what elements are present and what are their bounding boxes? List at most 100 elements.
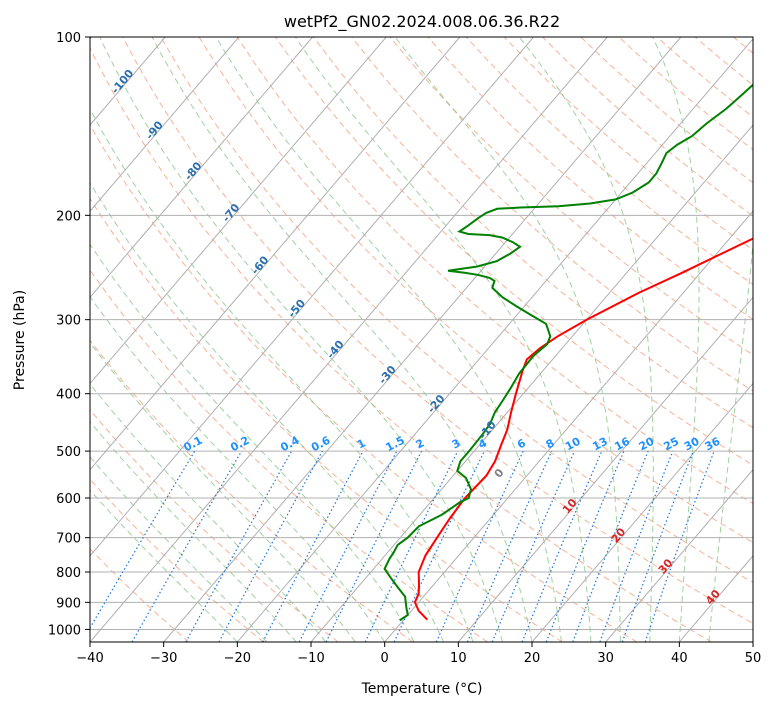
- mixing-ratio-line: [545, 450, 625, 642]
- mixing-ratio-line: [644, 450, 715, 642]
- dry-adiabat-label: -30: [376, 363, 399, 387]
- x-tick-label: 20: [524, 651, 541, 666]
- mixing-ratio-label: 25: [661, 435, 681, 454]
- dry-adiabat-line: [732, 37, 753, 54]
- mixing-ratio-line: [599, 450, 674, 642]
- isotherm-line: [236, 38, 753, 642]
- mixing-ratio-line: [572, 450, 649, 642]
- isotherm-line: [90, 37, 240, 212]
- y-tick-label: 800: [56, 566, 81, 581]
- isotherm-line: [531, 382, 753, 642]
- x-tick-label: −40: [76, 651, 103, 666]
- y-axis-title: Pressure (hPa): [12, 290, 28, 390]
- moist-adiabat-label: 10: [560, 496, 580, 516]
- mixing-ratio-label: 20: [637, 435, 657, 454]
- dry-adiabat-line: [90, 197, 563, 642]
- mixing-ratio-line: [466, 450, 553, 642]
- mixing-ratio-label: 6: [515, 436, 528, 451]
- mixing-ratio-line: [521, 450, 603, 642]
- moist-adiabat-line: [215, 37, 562, 642]
- temperature-profile: [413, 237, 753, 621]
- y-tick-label: 600: [56, 492, 81, 507]
- moist-adiabat-label: 20: [609, 525, 629, 545]
- dry-adiabat-line: [90, 409, 339, 642]
- x-tick-label: 50: [745, 651, 762, 666]
- mixing-ratio-line: [262, 450, 364, 642]
- moist-adiabat-line: [90, 456, 268, 642]
- moist-adiabat-line: [90, 295, 386, 642]
- mixing-ratio-label: 13: [590, 435, 610, 454]
- isotherm-line: [310, 124, 753, 642]
- dry-adiabat-line: [771, 37, 775, 642]
- dry-adiabat-line: [694, 37, 753, 86]
- moist-adiabat-line: [90, 341, 356, 642]
- dry-adiabat-line: [160, 37, 753, 584]
- dry-adiabat-line: [90, 123, 638, 642]
- x-tick-label: −20: [224, 651, 251, 666]
- dry-adiabat-label: -60: [249, 253, 272, 277]
- moist-adiabat-line: [294, 37, 592, 642]
- mixing-ratio-line: [298, 450, 398, 642]
- isotherm-line: [90, 37, 534, 557]
- dry-adiabat-line: [351, 37, 753, 392]
- moist-adiabat-line: [652, 37, 700, 642]
- dry-adiabat-line: [313, 37, 753, 429]
- dry-adiabat-line: [427, 37, 753, 320]
- dry-adiabat-line: [618, 37, 753, 151]
- y-tick-label: 300: [56, 314, 81, 329]
- x-axis-title: Temperature (°C): [361, 681, 483, 697]
- moist-adiabat-label: 40: [703, 587, 723, 607]
- moist-adiabat-line: [394, 37, 621, 642]
- mixing-ratio-label: 10: [563, 435, 583, 454]
- moist-adiabat-line: [99, 37, 503, 642]
- moist-adiabat-label: 30: [656, 556, 676, 576]
- moist-adiabat-line: [90, 182, 445, 642]
- dry-adiabat-line: [122, 37, 753, 624]
- mixing-ratio-label: 16: [612, 435, 632, 454]
- dry-adiabat-line: [90, 478, 264, 642]
- dry-adiabat-line: [389, 37, 753, 356]
- isotherm-line: [678, 555, 753, 642]
- mixing-ratio-line: [90, 450, 196, 630]
- dry-adiabat-label: -70: [220, 201, 243, 225]
- isotherm-line: [90, 37, 608, 642]
- moist-adiabat-line: [90, 107, 474, 642]
- isotherm-line: [163, 37, 682, 642]
- x-tick-label: 40: [671, 651, 688, 666]
- dry-adiabat-line: [465, 37, 753, 285]
- x-tick-label: 10: [450, 651, 467, 666]
- mixing-ratio-line: [491, 450, 576, 642]
- isotherm-line: [752, 641, 753, 642]
- x-tick-label: 0: [381, 651, 389, 666]
- mixing-ratio-label: 30: [682, 435, 702, 454]
- dry-adiabat-line: [90, 339, 414, 642]
- mixing-ratio-line: [131, 450, 243, 642]
- isotherm-line: [605, 468, 753, 642]
- dry-adiabat-line: [656, 37, 753, 118]
- dry-adiabat-label: -20: [425, 392, 448, 416]
- mixing-ratio-line: [364, 450, 459, 642]
- mixing-ratio-line: [218, 450, 323, 642]
- dry-adiabat-line: [274, 37, 753, 466]
- mixing-ratio-line: [325, 450, 423, 642]
- mixing-ratio-label: 36: [703, 435, 723, 454]
- moist-adiabat-line: [90, 383, 327, 642]
- axes: −40 −30 −20 −10 0 10 20 30 40 5010020030040050060…: [48, 31, 761, 666]
- dry-adiabat-line: [198, 37, 753, 544]
- y-tick-label: 200: [56, 209, 81, 224]
- y-tick-label: 700: [56, 532, 81, 547]
- dry-adiabat-label: -90: [143, 118, 166, 142]
- background-lines: [90, 37, 775, 642]
- mixing-ratio-line: [621, 450, 694, 642]
- y-tick-label: 900: [56, 596, 81, 611]
- dry-adiabat-line: [90, 269, 488, 642]
- moist-adiabat-line: [151, 37, 533, 642]
- isotherm-line: [90, 37, 313, 299]
- y-tick-label: 400: [56, 388, 81, 403]
- isotherm-line: [90, 37, 461, 471]
- mixing-ratio-label: 3: [450, 436, 463, 451]
- moist-adiabat-label: 0: [492, 466, 507, 480]
- plot-frame: [89, 36, 754, 643]
- moist-adiabat-line: [90, 243, 415, 642]
